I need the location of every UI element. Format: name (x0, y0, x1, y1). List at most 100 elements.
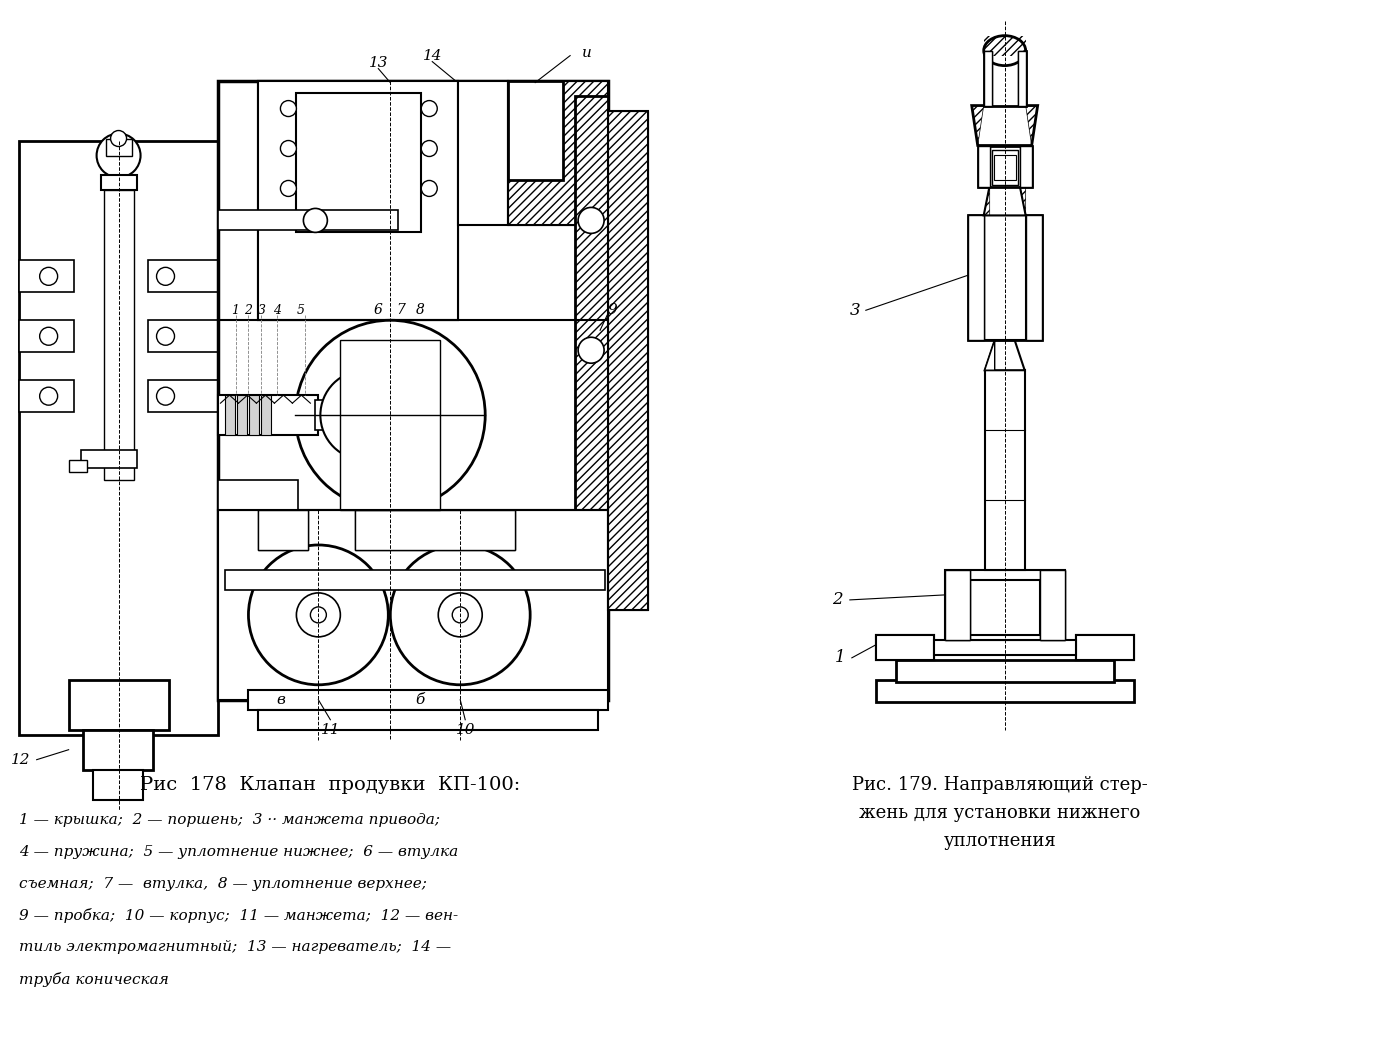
Circle shape (157, 327, 175, 345)
Circle shape (40, 327, 57, 345)
Text: б: б (415, 693, 425, 707)
Text: жень для установки нижнего: жень для установки нижнего (858, 804, 1140, 822)
Bar (147, 320, 218, 352)
Bar (296, 93, 421, 232)
Circle shape (40, 267, 57, 285)
Circle shape (321, 370, 410, 460)
Text: 13: 13 (368, 56, 388, 69)
Circle shape (578, 338, 604, 363)
Bar (608, 110, 649, 610)
Text: 6: 6 (374, 303, 383, 318)
Text: тиль электромагнитный;  13 — нагреватель;  14 —: тиль электромагнитный; 13 — нагреватель;… (18, 940, 451, 954)
Text: 5: 5 (296, 304, 304, 317)
Text: 12: 12 (11, 752, 31, 767)
Bar (1025, 216, 1042, 340)
Bar (608, 110, 649, 610)
Bar (978, 145, 1032, 187)
Bar (508, 81, 608, 225)
Polygon shape (985, 340, 995, 370)
Bar (106, 139, 132, 157)
Bar (18, 141, 218, 734)
Text: 1: 1 (232, 304, 239, 317)
Bar (945, 570, 1064, 640)
Text: 9 — пробка;  10 — корпус;  11 — манжета;  12 — вен-: 9 — пробка; 10 — корпус; 11 — манжета; 1… (18, 909, 458, 924)
Circle shape (281, 101, 296, 117)
Bar (258, 81, 458, 320)
Bar (1020, 145, 1032, 187)
Polygon shape (972, 105, 1038, 145)
Bar (258, 710, 599, 730)
Bar (356, 510, 515, 550)
Bar (970, 580, 1039, 634)
Bar (575, 96, 608, 605)
Bar (968, 216, 983, 340)
Circle shape (40, 387, 57, 405)
Bar (218, 210, 399, 230)
Circle shape (296, 320, 485, 510)
Bar (258, 81, 458, 320)
Bar (147, 260, 218, 292)
Circle shape (390, 545, 531, 685)
Text: уплотнения: уплотнения (943, 831, 1056, 850)
Text: 4: 4 (274, 304, 282, 317)
Bar (1018, 50, 1025, 105)
Text: 3: 3 (257, 304, 265, 317)
Polygon shape (983, 185, 1025, 216)
Bar (933, 640, 1075, 654)
Bar (983, 50, 992, 105)
Circle shape (421, 101, 438, 117)
Bar (1018, 50, 1025, 105)
Bar (238, 396, 247, 436)
Bar (18, 320, 74, 352)
Bar (225, 396, 236, 436)
Circle shape (360, 385, 421, 445)
Circle shape (381, 405, 400, 425)
Bar (1039, 570, 1064, 640)
Bar (945, 570, 970, 640)
Circle shape (421, 141, 438, 157)
Text: Рис. 179. Направляющий стер-: Рис. 179. Направляющий стер- (851, 775, 1147, 793)
Text: 4 — пружина;  5 — уплотнение нижнее;  6 — втулка: 4 — пружина; 5 — уплотнение нижнее; 6 — … (18, 845, 458, 858)
Circle shape (578, 207, 604, 234)
Polygon shape (985, 340, 1025, 370)
Bar (111, 190, 126, 210)
Circle shape (281, 181, 296, 197)
Bar (249, 690, 608, 710)
Circle shape (249, 545, 389, 685)
Circle shape (322, 407, 339, 423)
Ellipse shape (983, 36, 1025, 65)
Bar (68, 680, 168, 730)
Bar (81, 450, 136, 468)
Bar (1020, 145, 1032, 187)
Bar (18, 260, 74, 292)
Bar (896, 660, 1114, 682)
Text: 11: 11 (321, 723, 340, 736)
Circle shape (157, 267, 175, 285)
Bar (250, 396, 260, 436)
Text: 2: 2 (244, 304, 253, 317)
Bar (978, 145, 990, 187)
Bar (968, 216, 983, 340)
Bar (945, 570, 970, 640)
Bar (1025, 216, 1042, 340)
Circle shape (453, 607, 468, 623)
Bar (18, 380, 74, 412)
Bar (985, 370, 1025, 570)
Bar (218, 480, 299, 510)
Bar (147, 380, 218, 412)
Circle shape (157, 387, 175, 405)
Circle shape (421, 181, 438, 197)
Bar (876, 634, 933, 660)
Bar (876, 634, 933, 660)
Text: 2: 2 (832, 591, 843, 608)
Text: в: в (276, 693, 285, 707)
Circle shape (439, 593, 482, 636)
Bar (1039, 570, 1064, 640)
Bar (218, 510, 608, 700)
Text: 1: 1 (835, 649, 845, 666)
Bar (104, 190, 133, 480)
Text: 10: 10 (456, 723, 475, 736)
Bar (983, 50, 1025, 105)
Bar (993, 156, 1015, 181)
Bar (258, 510, 308, 550)
